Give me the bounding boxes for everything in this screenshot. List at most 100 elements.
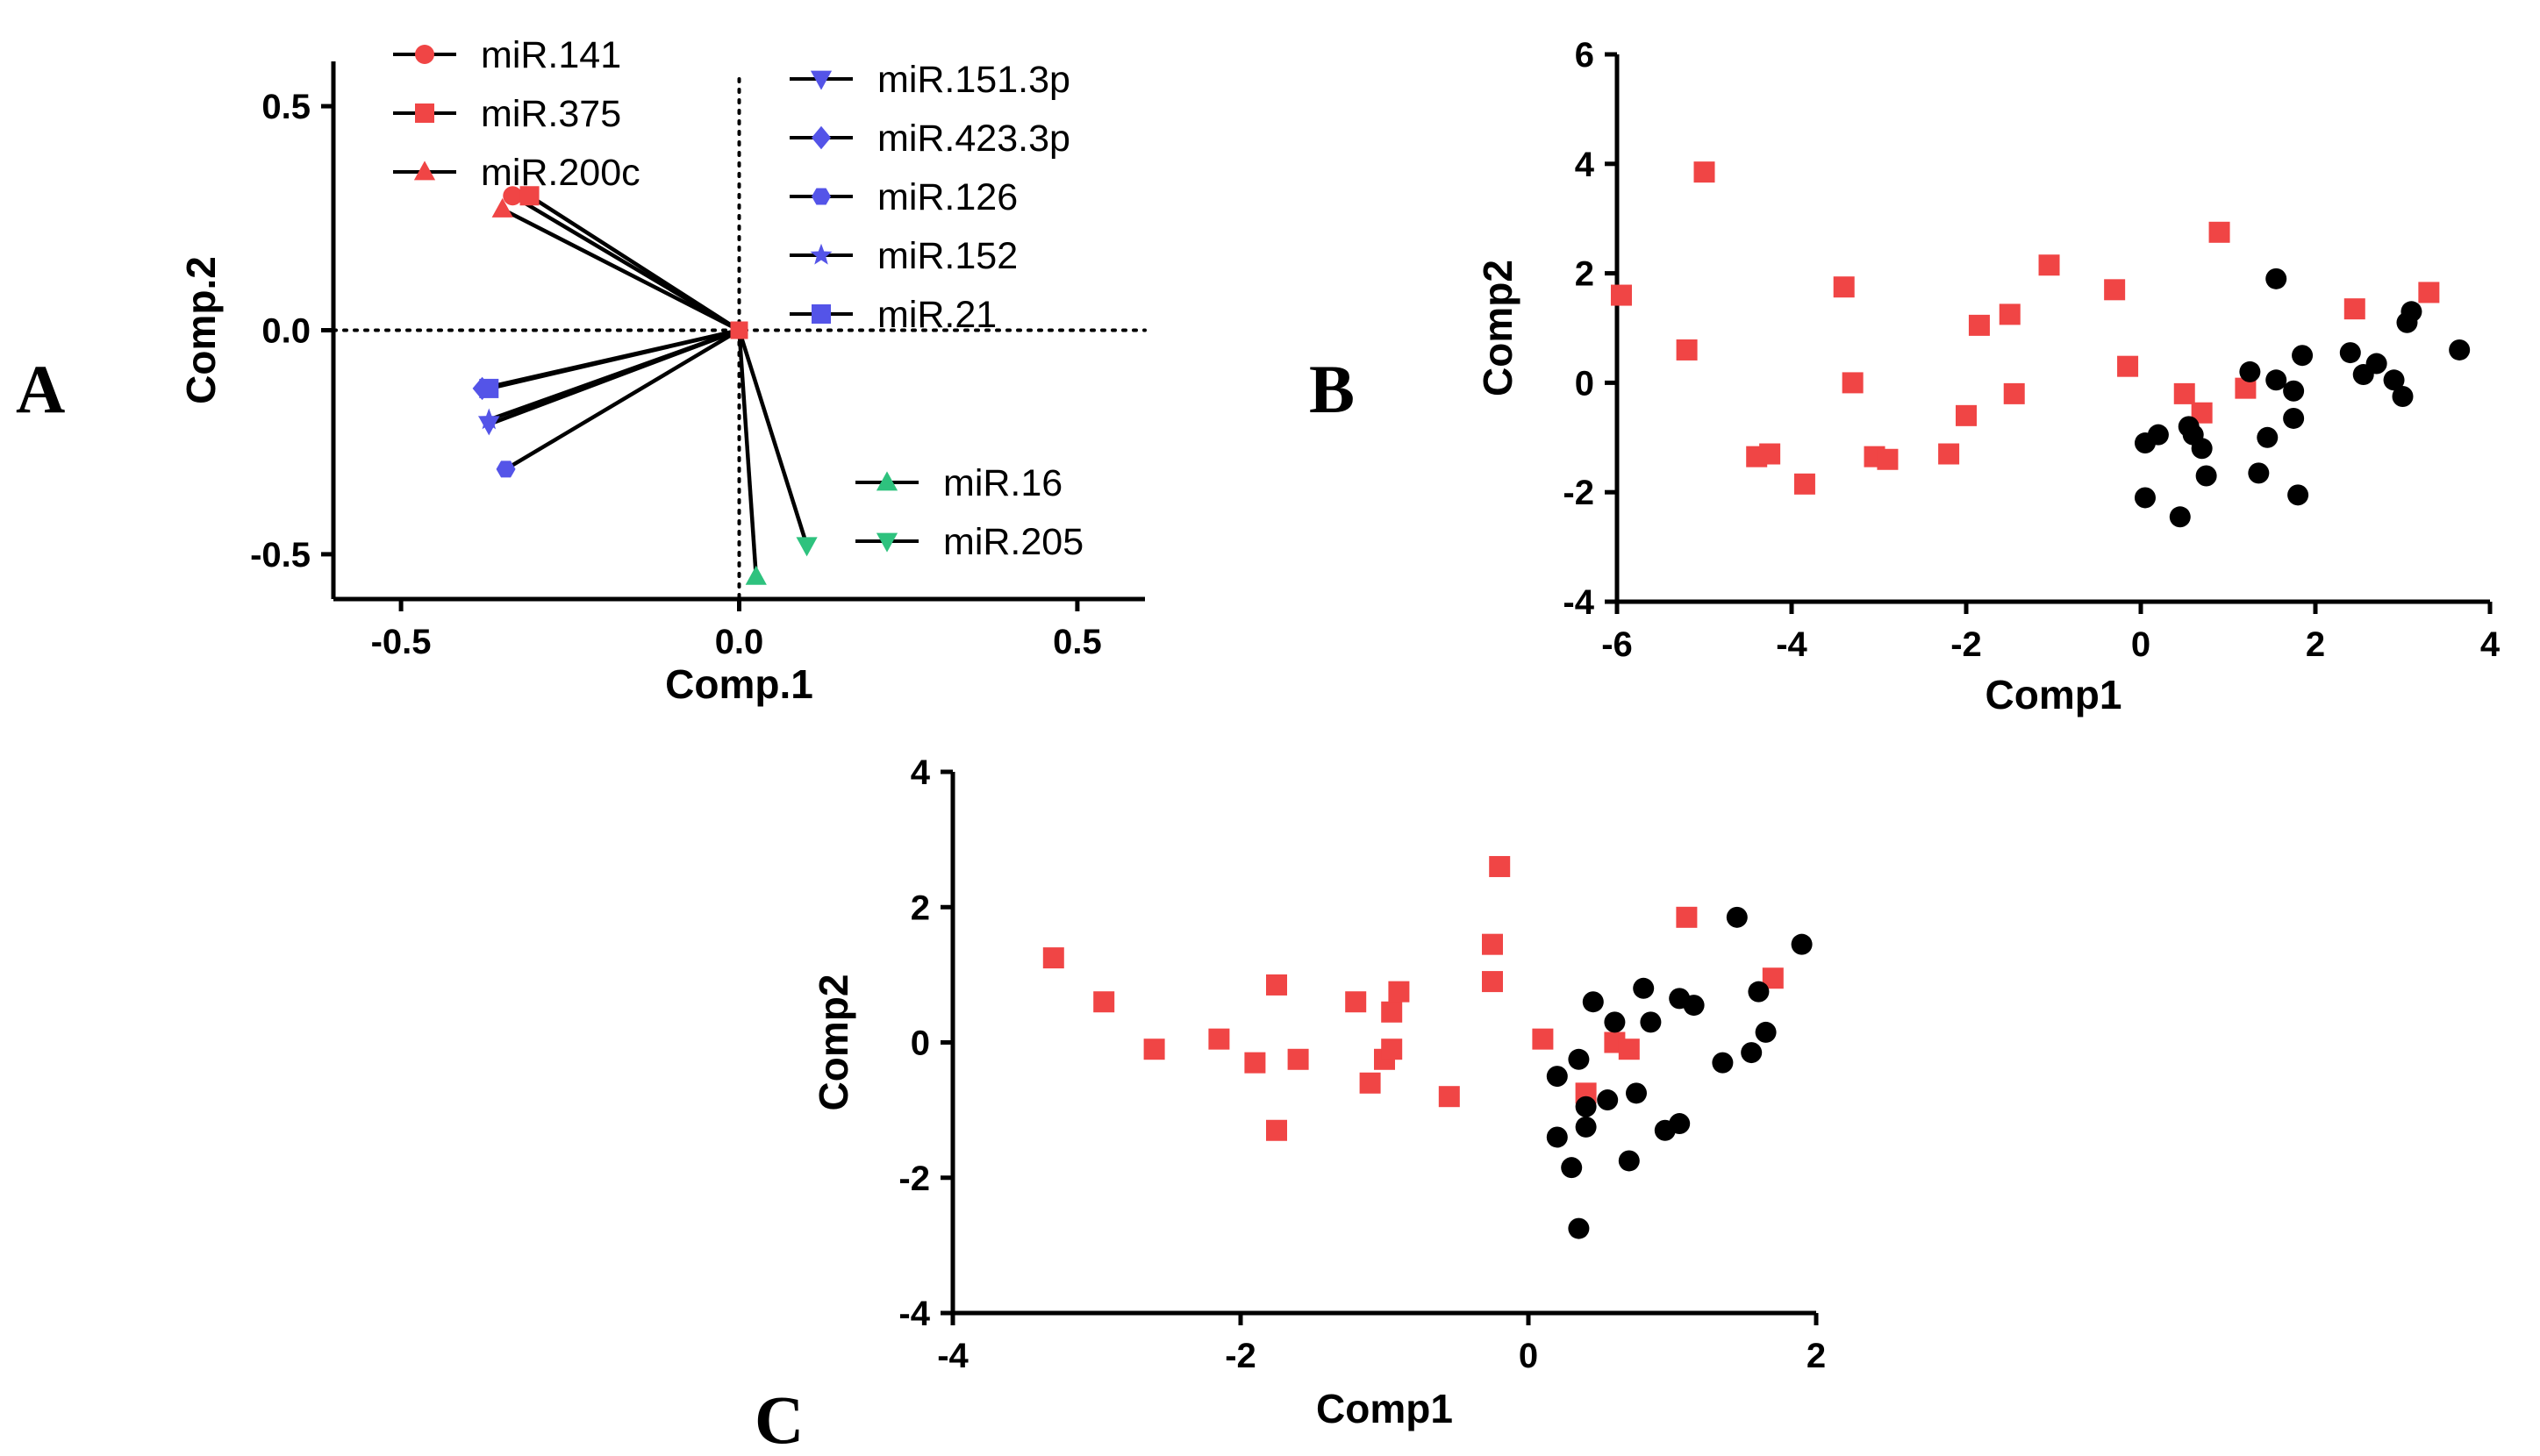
loading-point-mir-141 (503, 186, 523, 206)
x-tick-label: -2 (1950, 625, 1982, 664)
loading-point-mir-21 (479, 378, 499, 398)
red-square-point (1266, 974, 1287, 996)
loading-vector-mir-21 (488, 328, 741, 391)
y-tick-label: -2 (898, 1160, 930, 1198)
black-circle-point (2248, 462, 2270, 484)
red-square-point (1793, 473, 1815, 495)
black-circle-point (1741, 1042, 1763, 1064)
red-square-point (1388, 981, 1410, 1003)
y-tick-label: 0.5 (261, 88, 311, 126)
x-tick-label: 0.5 (1053, 623, 1102, 661)
black-circle-point (2392, 386, 2414, 407)
red-square-point (1359, 1072, 1381, 1094)
legend-label-mir-16: miR.16 (943, 462, 1063, 504)
red-square-point (1956, 404, 1977, 426)
black-circle-point (1755, 1021, 1777, 1043)
red-square-point (1833, 276, 1855, 298)
origin-marker (730, 321, 748, 339)
y-tick-label: -4 (898, 1295, 930, 1333)
red-square-point (1093, 991, 1115, 1013)
black-circle-point (2383, 369, 2405, 391)
x-tick-label: 0 (2131, 625, 2150, 664)
red-square-point (1482, 971, 1503, 993)
loading-point-mir-126 (496, 460, 516, 478)
x-axis-title: Comp1 (1985, 672, 2122, 717)
black-circle-point (1575, 1116, 1597, 1138)
black-circle-point (1748, 981, 1770, 1003)
legend-label-mir-126: miR.126 (877, 176, 1018, 218)
x-tick-label: -2 (1225, 1337, 1256, 1375)
black-circle-point (2400, 301, 2422, 323)
red-square-point (1244, 1052, 1266, 1074)
red-square-point (1968, 314, 1990, 336)
red-square-point (1489, 855, 1511, 877)
red-square-point (1381, 1001, 1403, 1023)
black-circle-point (2147, 424, 2169, 446)
red-square-point (2104, 279, 2126, 301)
black-circle-point (1669, 1113, 1691, 1135)
loading-vector-mir-375 (528, 194, 741, 332)
legend-marker-mir-16 (876, 471, 898, 491)
y-tick-label: -2 (1563, 474, 1594, 512)
loading-point-mir-16 (745, 565, 767, 585)
red-square-point (2208, 221, 2230, 243)
red-square-point (1438, 1086, 1460, 1108)
x-tick-label: -6 (1601, 625, 1633, 664)
red-square-point (1759, 443, 1781, 465)
x-tick-label: 4 (2480, 625, 2501, 664)
legend-marker-mir-375 (415, 103, 434, 123)
red-square-point (1482, 933, 1503, 955)
loading-vector-mir-200c (501, 207, 741, 332)
x-tick-label: 2 (2306, 625, 2325, 664)
black-circle-point (2239, 360, 2261, 382)
panel-label-a: A (16, 351, 65, 427)
black-circle-point (2339, 342, 2361, 364)
legend-marker-mir-21 (812, 304, 831, 324)
black-circle-point (2134, 487, 2156, 509)
black-circle-point (2449, 339, 2471, 360)
red-square-point (2343, 298, 2365, 320)
black-circle-point (1575, 1096, 1597, 1117)
black-circle-point (2287, 484, 2309, 506)
legend-label-mir-152: miR.152 (877, 235, 1018, 277)
red-square-point (2038, 254, 2060, 276)
red-square-point (1676, 906, 1698, 928)
red-square-point (1345, 991, 1367, 1013)
y-tick-label: 0 (911, 1024, 930, 1063)
legend-marker-mir-141 (415, 45, 434, 64)
red-square-point (1842, 372, 1864, 394)
red-square-point (2173, 382, 2195, 404)
black-circle-point (1626, 1082, 1647, 1104)
y-tick-label: 4 (1575, 146, 1595, 184)
panel-label-c: C (755, 1381, 804, 1456)
x-tick-label: 2 (1807, 1337, 1826, 1375)
black-circle-point (1568, 1217, 1590, 1239)
legend-marker-mir-151-3p (810, 70, 833, 90)
loading-vector-mir-152 (488, 328, 741, 422)
red-square-point (1610, 284, 1632, 306)
legend-label-mir-151-3p: miR.151.3p (877, 59, 1070, 101)
y-axis-title: Comp2 (1475, 260, 1520, 396)
black-circle-point (1582, 991, 1604, 1013)
black-circle-point (1568, 1048, 1590, 1070)
black-circle-point (1597, 1089, 1619, 1111)
black-circle-point (1633, 977, 1655, 999)
y-tick-label: -0.5 (250, 536, 311, 575)
red-square-point (1287, 1048, 1309, 1070)
black-circle-point (1546, 1066, 1568, 1088)
black-circle-point (1640, 1011, 1662, 1033)
y-tick-label: 6 (1575, 36, 1594, 75)
x-tick-label: -0.5 (371, 623, 432, 661)
y-tick-label: 4 (911, 753, 931, 792)
black-circle-point (1604, 1011, 1626, 1033)
legend-marker-mir-205 (876, 532, 898, 553)
legend-marker-mir-152 (810, 243, 833, 265)
x-axis-title: Comp.1 (665, 661, 813, 707)
black-circle-point (1546, 1126, 1568, 1148)
red-square-point (1143, 1038, 1165, 1060)
x-tick-label: 0 (1519, 1337, 1538, 1375)
y-axis-title: Comp.2 (178, 256, 224, 404)
red-square-point (2418, 282, 2440, 303)
